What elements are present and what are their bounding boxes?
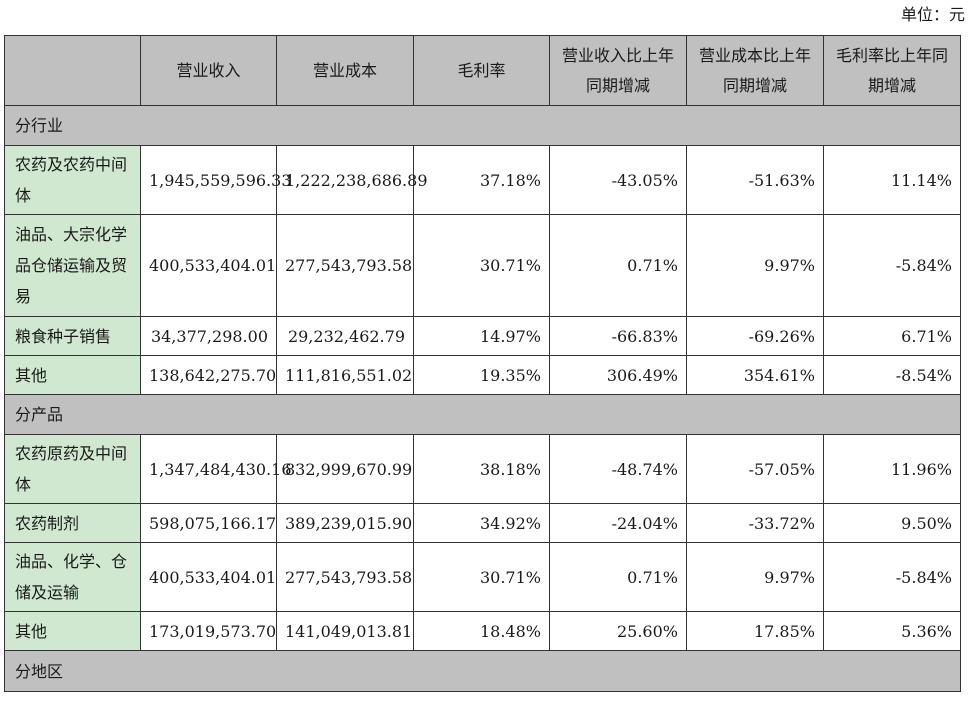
table-row: 油品、大宗化学品仓储运输及贸易 400,533,404.01 277,543,7… [4,214,961,317]
cost-change-cell: -51.63% [686,145,824,215]
margin-change-cell: 11.96% [823,434,961,504]
cost-cell: 141,049,013.81 [276,611,414,651]
margin-cell: 38.18% [413,434,550,504]
margin-change-cell: 11.14% [823,145,961,215]
cost-cell: 832,999,670.99 [276,434,414,504]
revenue-change-cell: -66.83% [549,316,687,356]
table-row: 农药制剂 598,075,166.17 389,239,015.90 34.92… [4,503,961,543]
header-revenue: 营业收入 [140,35,277,106]
margin-cell: 34.92% [413,503,550,543]
table-row: 其他 138,642,275.70 111,816,551.02 19.35% … [4,355,961,395]
margin-cell: 18.48% [413,611,550,651]
cost-cell: 389,239,015.90 [276,503,414,543]
margin-change-cell: 5.36% [823,611,961,651]
cost-cell: 1,222,238,686.89 [276,145,428,215]
margin-change-cell: -8.54% [823,355,961,395]
cost-change-cell: -33.72% [686,503,824,543]
margin-cell: 14.97% [413,316,550,356]
cost-cell: 111,816,551.02 [276,355,414,395]
section-row-product: 分产品 [4,394,961,435]
margin-change-cell: -5.84% [823,214,961,317]
row-label: 农药原药及中间体 [4,434,141,504]
header-revenue-change: 营业收入比上年同期增减 [549,35,687,106]
revenue-cell: 1,945,559,596.33 [140,145,292,215]
margin-cell: 30.71% [413,214,550,317]
section-row-industry: 分行业 [4,105,961,146]
row-label: 其他 [4,355,141,395]
header-gross-margin: 毛利率 [413,35,550,106]
table-row: 油品、化学、仓储及运输 400,533,404.01 277,543,793.5… [4,542,961,612]
table-row: 农药原药及中间体 1,347,484,430.16 832,999,670.99… [4,434,961,504]
revenue-cost-table: 营业收入 营业成本 毛利率 营业收入比上年同期增减 营业成本比上年同期增减 毛利… [4,35,961,692]
cost-change-cell: -57.05% [686,434,824,504]
header-cost-change: 营业成本比上年同期增减 [686,35,824,106]
margin-cell: 19.35% [413,355,550,395]
cost-change-cell: 354.61% [686,355,824,395]
cost-change-cell: 9.97% [686,542,824,612]
header-margin-change: 毛利率比上年同期增减 [823,35,961,106]
section-label-industry: 分行业 [4,105,961,146]
table-row: 粮食种子销售 34,377,298.00 29,232,462.79 14.97… [4,316,961,356]
revenue-change-cell: -43.05% [549,145,687,215]
revenue-change-cell: 0.71% [549,542,687,612]
row-label: 油品、大宗化学品仓储运输及贸易 [4,214,141,317]
cost-cell: 277,543,793.58 [276,214,414,317]
revenue-change-cell: 25.60% [549,611,687,651]
margin-change-cell: 9.50% [823,503,961,543]
revenue-change-cell: 0.71% [549,214,687,317]
table-row: 其他 173,019,573.70 141,049,013.81 18.48% … [4,611,961,651]
cost-change-cell: 9.97% [686,214,824,317]
revenue-cell: 400,533,404.01 [140,542,277,612]
section-label-product: 分产品 [4,394,961,435]
row-label: 粮食种子销售 [4,316,141,356]
revenue-cell: 173,019,573.70 [140,611,277,651]
revenue-change-cell: -48.74% [549,434,687,504]
header-row: 营业收入 营业成本 毛利率 营业收入比上年同期增减 营业成本比上年同期增减 毛利… [4,35,961,106]
cost-change-cell: -69.26% [686,316,824,356]
header-blank [4,35,141,106]
revenue-cell: 138,642,275.70 [140,355,277,395]
row-label: 农药制剂 [4,503,141,543]
margin-cell: 30.71% [413,542,550,612]
unit-label: 单位：元 [900,5,965,24]
header-cost: 营业成本 [276,35,414,106]
row-label: 其他 [4,611,141,651]
cost-cell: 277,543,793.58 [276,542,414,612]
revenue-cell: 1,347,484,430.16 [140,434,292,504]
section-label-region: 分地区 [4,650,961,692]
cost-change-cell: 17.85% [686,611,824,651]
cost-cell: 29,232,462.79 [276,316,414,356]
table-row: 农药及农药中间体 1,945,559,596.33 1,222,238,686.… [4,145,961,215]
margin-cell: 37.18% [413,145,550,215]
row-label: 农药及农药中间体 [4,145,141,215]
row-label: 油品、化学、仓储及运输 [4,542,141,612]
section-row-region: 分地区 [4,650,961,692]
revenue-cell: 400,533,404.01 [140,214,277,317]
margin-change-cell: 6.71% [823,316,961,356]
revenue-change-cell: 306.49% [549,355,687,395]
revenue-change-cell: -24.04% [549,503,687,543]
revenue-cell: 34,377,298.00 [140,316,277,356]
margin-change-cell: -5.84% [823,542,961,612]
revenue-cell: 598,075,166.17 [140,503,277,543]
